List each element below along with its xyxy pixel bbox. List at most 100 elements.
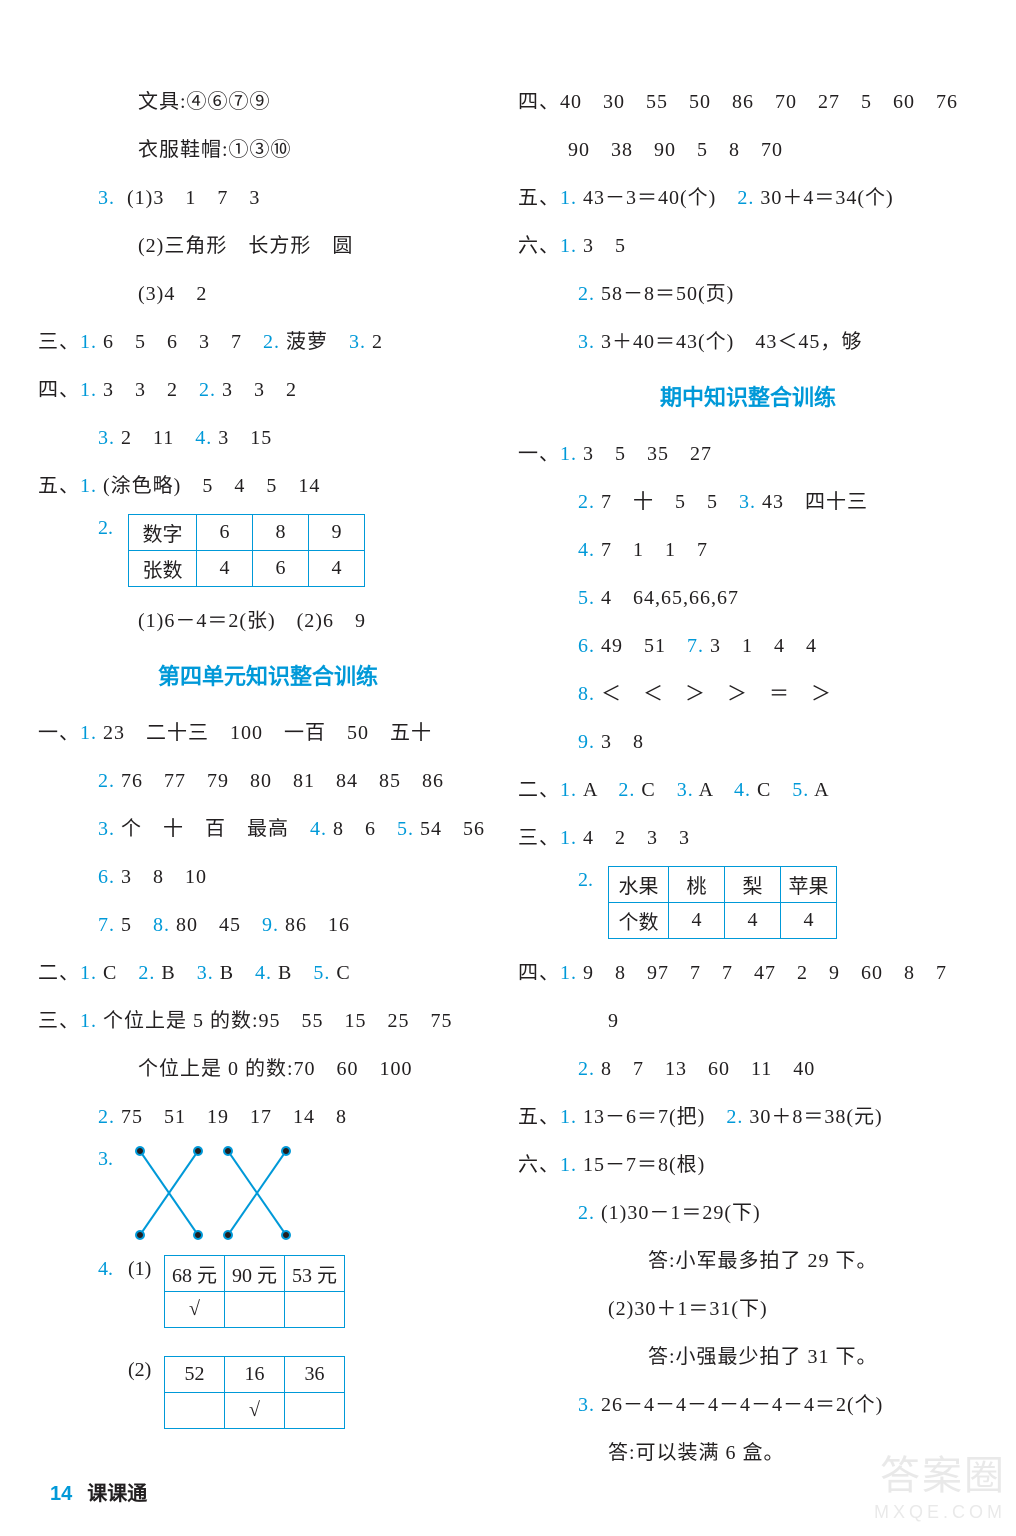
num: 3. <box>349 331 366 353</box>
cell: 数字 <box>129 515 197 551</box>
num: 1. <box>560 1106 577 1128</box>
sec: 四、 <box>518 962 560 984</box>
table-digits: 数字 6 8 9 张数 4 6 4 <box>128 514 365 587</box>
text: C <box>330 962 350 984</box>
num: 4. <box>195 427 212 449</box>
text: 6. 3 8 10 <box>38 853 498 901</box>
num: 7. <box>98 914 115 936</box>
text: 49 51 <box>595 635 687 657</box>
num: 1. <box>560 962 577 984</box>
text: 菠萝 <box>280 331 349 353</box>
text: 4 2 3 3 <box>577 827 690 849</box>
text: (1) <box>128 1251 164 1287</box>
cell <box>165 1393 225 1429</box>
row: 2. 水果 桃 梨 苹果 个数 4 4 4 <box>518 862 978 949</box>
text: 一、1. 3 5 35 27 <box>518 430 978 478</box>
num: 8. <box>153 914 170 936</box>
text: C <box>751 779 792 801</box>
num: 9. <box>262 914 279 936</box>
sec: 五、 <box>518 1106 560 1128</box>
cell: 张数 <box>129 551 197 587</box>
sec: 六、 <box>518 235 560 257</box>
table-row: 数字 6 8 9 <box>129 515 365 551</box>
num: 4. <box>310 818 327 840</box>
row: (2) 52 16 36 √ <box>38 1352 498 1439</box>
text: (1)30－1＝29(下) <box>595 1202 761 1224</box>
num: 1. <box>560 1154 577 1176</box>
watermark: 答案圈 MXQE.COM <box>874 1458 1006 1530</box>
text: (2) <box>128 1352 164 1388</box>
sec: 四、 <box>518 91 560 113</box>
text: 四、1. 9 8 97 7 7 47 2 9 60 8 7 <box>518 949 978 997</box>
cell: 53 元 <box>285 1256 345 1292</box>
text: 二、1. A 2. C 3. A 4. C 5. A <box>518 766 978 814</box>
num: 3. <box>197 962 214 984</box>
num: 4. <box>98 1251 128 1287</box>
text: 3. 3＋40＝43(个) 43＜45，够 <box>518 318 978 366</box>
text: 3 3 2 <box>216 379 297 401</box>
text: A <box>809 779 829 801</box>
right-column: 四、40 30 55 50 86 70 27 5 60 76 90 38 90 … <box>518 78 978 1477</box>
text: 个位上是 0 的数:70 60 100 <box>38 1045 498 1093</box>
text: (2)30＋1＝31(下) <box>518 1285 978 1333</box>
num: 3. <box>739 491 756 513</box>
left-column: 文具:④⑥⑦⑨ 衣服鞋帽:①③⑩ 3. (1)3 1 7 3 (2)三角形 长方… <box>38 78 498 1477</box>
text: 一、1. 23 二十三 100 一百 50 五十 <box>38 709 498 757</box>
text: 3 1 4 4 <box>704 635 817 657</box>
num: 2. <box>98 770 115 792</box>
num: 4. <box>255 962 272 984</box>
text: 8. ＜ ＜ ＞ ＞ ＝ ＞ <box>518 670 978 718</box>
sec: 二、 <box>518 779 560 801</box>
text: 6 5 6 3 7 <box>97 331 263 353</box>
text: A <box>577 779 618 801</box>
row: 2. 数字 6 8 9 张数 4 6 4 <box>38 510 498 597</box>
num: 5. <box>313 962 330 984</box>
text: 个 十 百 最高 <box>115 818 310 840</box>
num: 1. <box>80 1010 97 1032</box>
num: 2. <box>578 862 608 898</box>
num: 5. <box>397 818 414 840</box>
cell <box>285 1393 345 1429</box>
text: 9 8 97 7 7 47 2 9 60 8 7 <box>577 962 947 984</box>
text: B <box>214 962 255 984</box>
num: 2. <box>578 1202 595 1224</box>
text: 2. 75 51 19 17 14 8 <box>38 1093 498 1141</box>
section-heading: 第四单元知识整合训练 <box>38 651 498 703</box>
num: 1. <box>80 475 97 497</box>
text: (1)3 1 7 3 <box>127 187 260 209</box>
text: 六、1. 3 5 <box>518 222 978 270</box>
text: 3 5 35 27 <box>577 443 712 465</box>
text: 43－3＝40(个) <box>577 187 737 209</box>
text: 3＋40＝43(个) 43＜45，够 <box>595 331 862 353</box>
sec: 五、 <box>38 475 80 497</box>
cell: 6 <box>253 551 309 587</box>
num: 2. <box>98 1106 115 1128</box>
table-row: 水果 桃 梨 苹果 <box>609 867 837 903</box>
num: 3. <box>98 427 115 449</box>
cell: √ <box>225 1393 285 1429</box>
num: 2. <box>618 779 635 801</box>
cell: 4 <box>781 903 837 939</box>
text: 7. 5 8. 80 45 9. 86 16 <box>38 901 498 949</box>
text: 三、1. 6 5 6 3 7 2. 菠萝 3. 2 <box>38 318 498 366</box>
num: 2. <box>98 510 128 546</box>
text: 90 38 90 5 8 70 <box>518 126 978 174</box>
sec: 三、 <box>38 1010 80 1032</box>
text: (3)4 2 <box>38 270 498 318</box>
text: 54 56 <box>414 818 485 840</box>
num: 3. <box>98 1141 128 1177</box>
sec: 五、 <box>518 187 560 209</box>
text: 3. (1)3 1 7 3 <box>38 174 498 222</box>
cell: 90 元 <box>225 1256 285 1292</box>
text: 9. 3 8 <box>518 718 978 766</box>
text: ＜ ＜ ＞ ＞ ＝ ＞ <box>595 683 832 705</box>
num: 6. <box>98 866 115 888</box>
text: (2)三角形 长方形 圆 <box>38 222 498 270</box>
cell: 4 <box>309 551 365 587</box>
sec: 三、 <box>518 827 560 849</box>
cell: 6 <box>197 515 253 551</box>
cell: 16 <box>225 1357 285 1393</box>
table-row: 个数 4 4 4 <box>609 903 837 939</box>
text: 个位上是 5 的数:95 55 15 25 75 <box>97 1010 453 1032</box>
num: 7. <box>687 635 704 657</box>
